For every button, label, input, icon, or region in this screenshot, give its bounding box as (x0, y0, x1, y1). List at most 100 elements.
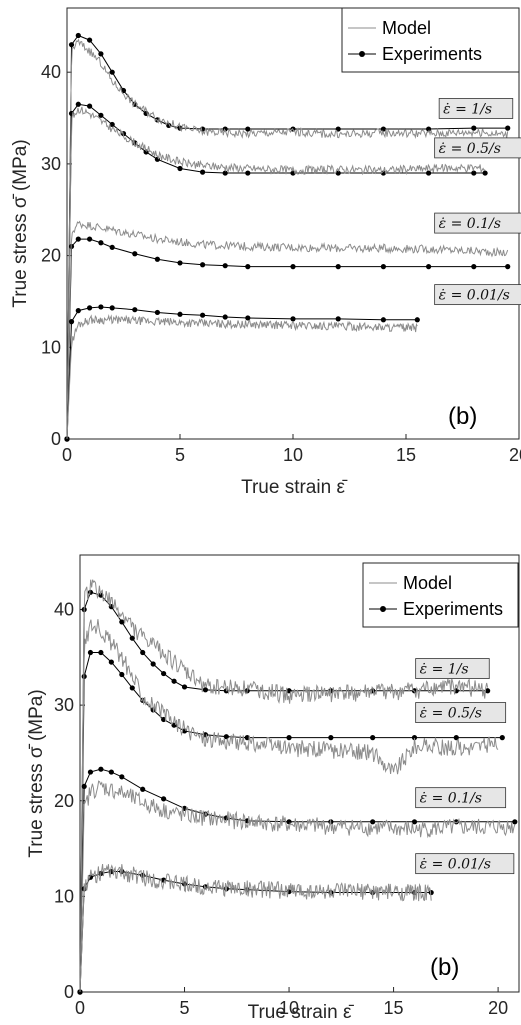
experiments-point (166, 122, 172, 128)
experiments-point (171, 678, 177, 684)
experiments-point (87, 649, 94, 656)
experiments-point (335, 264, 341, 270)
rate-annotation-text: ε̇ = 0.01/s (420, 857, 491, 873)
rate-annotation-text: ε̇ = 0.1/s (439, 216, 501, 232)
series-model-2 (66, 38, 509, 440)
legend-model-label: Model (382, 18, 431, 38)
experiments-point (335, 170, 341, 176)
experiments-point (140, 786, 146, 792)
experiments-point (485, 688, 491, 694)
experiments-point (380, 317, 386, 323)
experiments-point (177, 311, 183, 317)
experiments-point (471, 125, 477, 131)
experiments-point (154, 256, 160, 262)
legend: Model Experiments (341, 7, 520, 73)
rate-annotation-text: ε̇ = 0.01/s (439, 288, 510, 304)
rate-annotation-text: ε̇ = 1/s (420, 662, 469, 678)
y-axis-label: True stress σ̄ (MPa) (10, 139, 31, 307)
legend-box (362, 562, 519, 628)
experiments-point (245, 315, 251, 321)
experiments-point (109, 244, 115, 250)
chart-panel-1: 0 5 10 15 20 0 10 20 30 40 True strain ε̄ True stre… (10, 7, 521, 498)
rate-annotation-1: ε̇ = 1/s (415, 658, 490, 679)
rate-annotation-box (438, 98, 514, 119)
series-model-4 (79, 619, 499, 993)
experiments-point (132, 307, 138, 313)
rate-annotation-text: ε̇ = 1/s (443, 101, 492, 117)
experiments-point (286, 735, 292, 741)
panel-label: (b) (448, 403, 477, 430)
experiments-point (290, 316, 296, 322)
experiments-point (200, 312, 206, 318)
series-model-8 (79, 863, 432, 993)
experiments-point (87, 769, 94, 775)
experiments-point (245, 264, 251, 270)
experiments-line (66, 306, 418, 440)
experiments-point (132, 251, 138, 257)
experiments-point (411, 735, 418, 741)
rate-annotation-2: ε̇ = 0.5/s (434, 137, 521, 159)
experiments-point (108, 769, 114, 775)
x-tick-label: 15 (384, 998, 404, 1018)
experiments-point (471, 264, 477, 270)
y-tick-label: 30 (54, 695, 74, 715)
experiments-point (75, 308, 81, 314)
y-tick-label: 10 (41, 337, 61, 357)
experiments-point (98, 112, 104, 118)
experiments-point (129, 635, 135, 641)
experiments-point (87, 236, 93, 242)
experiments-point (75, 101, 81, 107)
experiments-point (75, 32, 81, 39)
y-tick-label: 10 (54, 886, 74, 906)
y-tick-label: 20 (41, 246, 61, 266)
model-line (79, 780, 516, 993)
model-line (66, 38, 509, 440)
rate-annotation-box (415, 853, 515, 875)
experiments-point (87, 103, 93, 109)
experiments-point (150, 661, 156, 667)
experiments-point (505, 125, 511, 131)
experiments-point (245, 170, 251, 176)
experiments-point (471, 170, 477, 176)
rate-annotation-box (434, 284, 521, 306)
experiments-point (222, 263, 228, 269)
experiments-point (223, 734, 229, 740)
experiments-point (370, 819, 376, 825)
experiments-point (370, 735, 376, 741)
rate-annotation-3: ε̇ = 0.1/s (434, 212, 521, 234)
experiments-point (200, 169, 206, 175)
x-tick-label: 5 (175, 445, 185, 465)
experiments-point (154, 309, 160, 316)
x-tick-label: 0 (62, 445, 72, 465)
experiments-point (161, 670, 167, 677)
chart-panel-2: 0 5 10 15 20 0 10 20 30 40 True strain ε̄ True stre… (26, 554, 520, 1023)
y-tick-label: 20 (54, 791, 74, 811)
experiments-point (426, 264, 432, 270)
experiments-point (428, 889, 434, 896)
experiments-point (140, 649, 146, 656)
y-axis-label: True stress σ̄ (MPa) (26, 689, 47, 857)
series-experiments-7 (64, 304, 420, 442)
experiments-point (181, 684, 188, 690)
model-line (79, 579, 489, 993)
experiments-point (177, 165, 183, 172)
x-tick-label: 20 (488, 998, 508, 1018)
legend-experiments-label: Experiments (382, 44, 482, 64)
experiments-point (505, 264, 511, 270)
rate-annotation-3: ε̇ = 0.1/s (415, 787, 507, 809)
experiments-point (129, 685, 135, 691)
experiments-point (453, 735, 459, 741)
experiments-point (335, 316, 341, 322)
legend-model-label: Model (403, 573, 452, 593)
experiments-point (290, 264, 296, 270)
model-line (66, 106, 486, 440)
experiments-point (380, 264, 386, 270)
experiments-point (87, 589, 94, 595)
experiments-point (177, 260, 183, 266)
series-experiments-5 (64, 236, 511, 442)
experiments-point (426, 170, 432, 176)
experiments-point (98, 240, 104, 246)
rate-annotation-text: ε̇ = 0.1/s (420, 791, 482, 807)
y-tick-label: 40 (54, 600, 74, 620)
experiments-point (426, 126, 432, 132)
